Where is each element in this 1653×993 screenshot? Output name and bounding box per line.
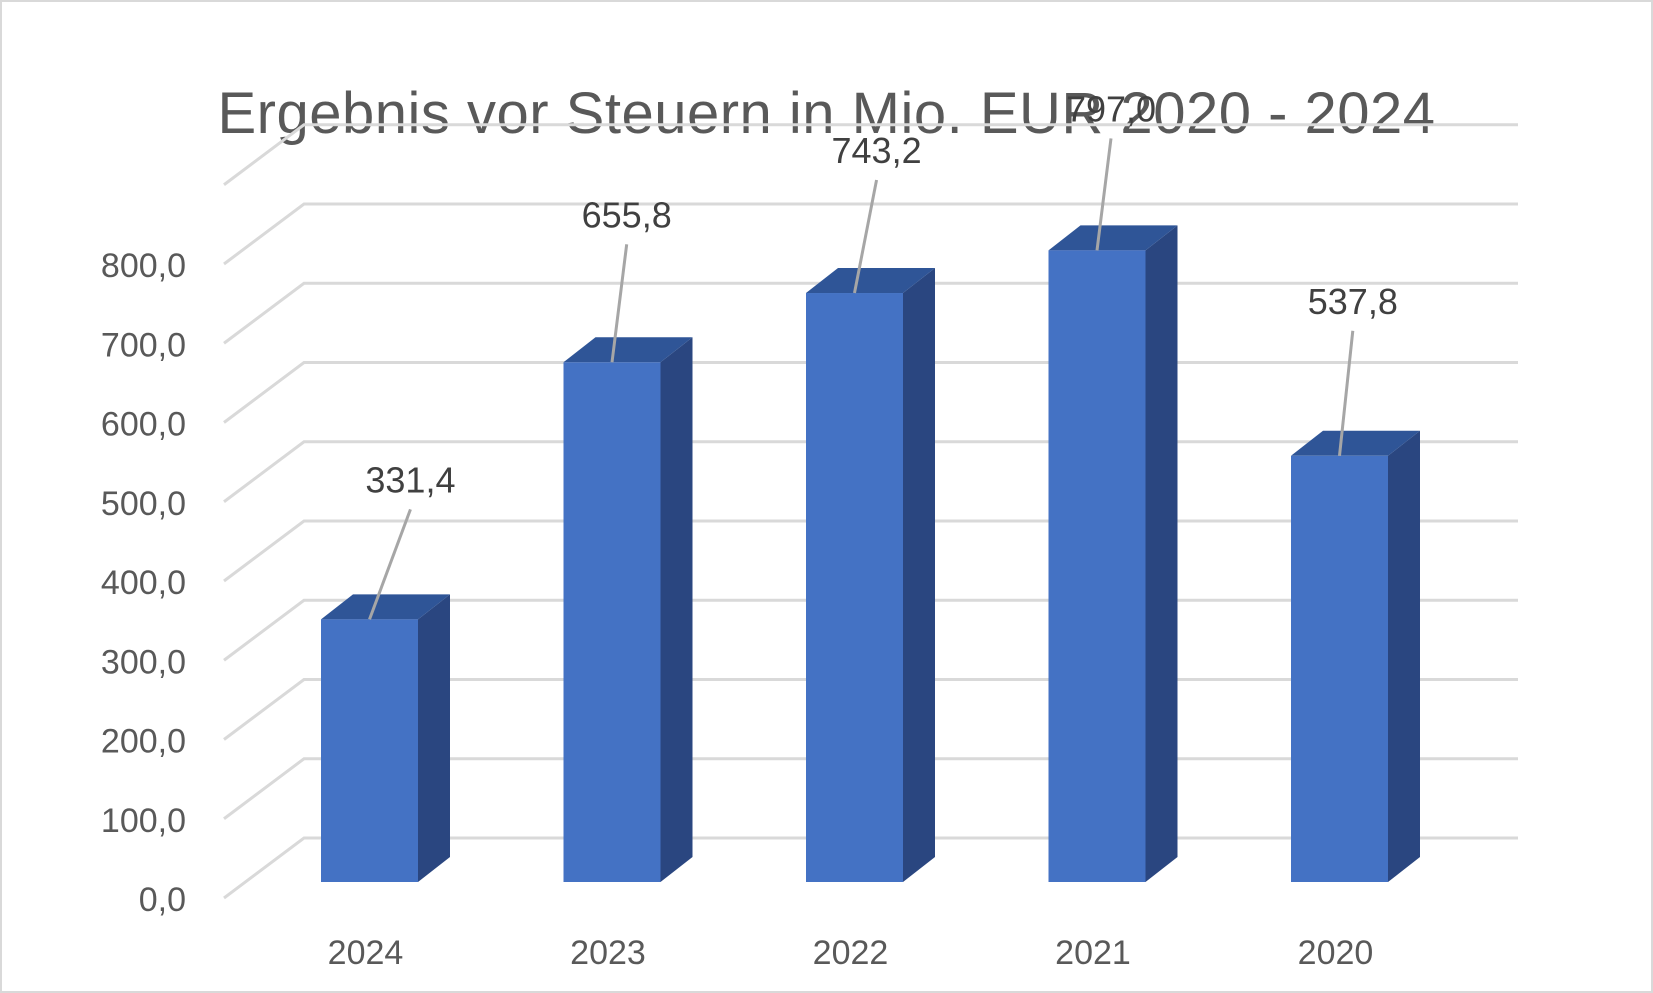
x-axis-ticks: 2024 2023 2022 2021 2020: [328, 934, 1374, 972]
data-label-leaders: [368, 138, 1355, 620]
x-tick-label: 2024: [328, 934, 404, 972]
bar-side: [1388, 430, 1420, 882]
bar-front: [1291, 455, 1388, 882]
y-tick-label: 700,0: [101, 326, 186, 364]
bar-top: [1291, 430, 1420, 456]
data-labels: 331,4 655,8 743,2 797,0 537,8: [365, 88, 1397, 500]
chart-title: Ergebnis vor Steuern in Mio. EUR 2020 - …: [217, 81, 1436, 146]
y-tick-label: 100,0: [101, 802, 186, 840]
bar-2021: [1048, 225, 1178, 882]
bars: [321, 225, 1420, 882]
bar-top: [563, 337, 693, 363]
data-label: 743,2: [832, 130, 922, 171]
data-label-leader: [1095, 138, 1113, 251]
bar-side: [418, 594, 450, 882]
bar-top: [321, 594, 450, 620]
x-tick-label: 2020: [1298, 934, 1374, 972]
bar-side: [660, 337, 693, 882]
data-label: 797,0: [1066, 88, 1156, 129]
bar-front: [563, 362, 661, 882]
y-tick-label: 600,0: [101, 406, 186, 444]
y-tick-label: 800,0: [101, 247, 186, 285]
y-axis-ticks: 0,0 100,0 200,0 300,0 400,0 500,0 600,0 700,0 80…: [101, 247, 186, 919]
gridline: [223, 123, 1518, 186]
data-label-leader: [368, 508, 412, 620]
bar-front: [321, 619, 418, 882]
data-label: 331,4: [365, 459, 455, 500]
bar-front: [806, 293, 903, 882]
bar-front: [1048, 250, 1146, 882]
y-tick-label: 300,0: [101, 643, 186, 681]
bar-2022: [806, 268, 935, 882]
data-label-leader: [853, 179, 879, 294]
y-tick-label: 500,0: [101, 485, 186, 523]
x-tick-label: 2021: [1055, 934, 1131, 972]
data-label-leader: [1338, 330, 1355, 456]
bar-2023: [563, 337, 693, 882]
bar-2020: [1291, 430, 1420, 882]
y-tick-label: 400,0: [101, 564, 186, 602]
y-tick-label: 0,0: [139, 881, 186, 919]
gridline: [223, 202, 1518, 266]
bar-top: [1048, 225, 1178, 251]
x-tick-label: 2022: [813, 934, 889, 972]
data-label-leader: [610, 244, 629, 363]
data-label: 655,8: [582, 194, 672, 235]
bar-top: [806, 268, 935, 294]
x-tick-label: 2023: [570, 934, 646, 972]
bar-side: [903, 268, 935, 882]
y-tick-label: 200,0: [101, 723, 186, 761]
bar-2024: [321, 594, 450, 882]
bar-side: [1145, 225, 1178, 882]
data-label: 537,8: [1308, 281, 1398, 322]
